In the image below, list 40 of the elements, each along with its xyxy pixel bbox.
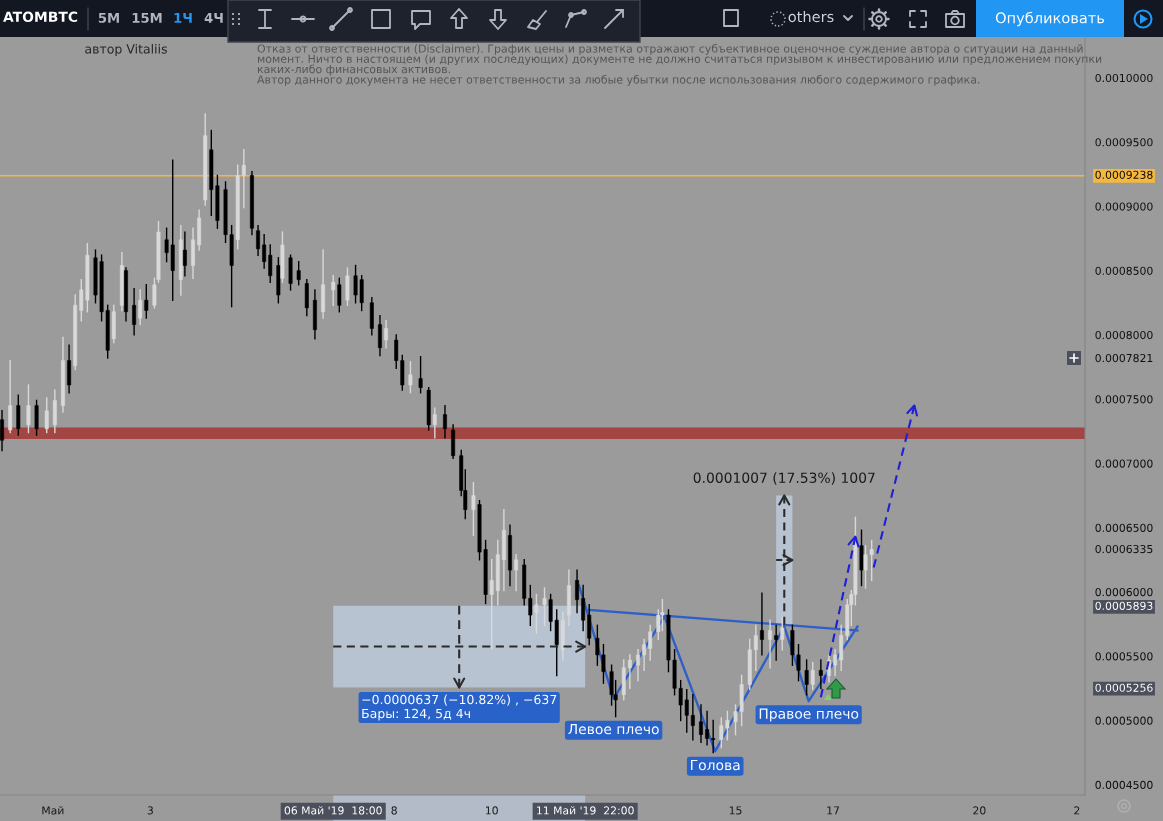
y-tick-label: 0.0007000 — [1095, 459, 1153, 468]
y-tick-label: 0.0008500 — [1095, 266, 1153, 275]
y-tick-label: 0.0009500 — [1095, 138, 1153, 147]
y-tick-label: 0.0004500 — [1095, 780, 1153, 789]
text: 4Ч — [204, 13, 223, 23]
text: 1Ч — [174, 13, 192, 23]
x-tick-label: 10 — [486, 806, 498, 815]
y-tick-label: 0.0005500 — [1095, 652, 1153, 661]
y-tick-label: 0.0005256 — [1095, 683, 1153, 692]
y-tick-label: 0.0007500 — [1095, 395, 1153, 404]
x-tick-label: 06 Май '19 18:00 — [284, 806, 382, 815]
annotation: Левое плечо — [568, 723, 659, 735]
y-tick-label: 0.0006500 — [1095, 523, 1153, 532]
y-tick-label: 0.0009000 — [1095, 202, 1153, 211]
text: 15M — [132, 13, 162, 23]
x-tick-label: Май — [42, 806, 64, 815]
ref-line-label: 0.0009238 — [1095, 170, 1153, 179]
annotation: 0.0001007 (17.53%) 1007 — [693, 472, 875, 485]
annotation: Правое плечо — [759, 708, 859, 722]
y-tick-label: 0.0010000 — [1095, 73, 1153, 83]
x-tick-label: 11 Май '19 22:00 — [537, 806, 634, 815]
annotation: −0.0000637 (−10.82%) , −637 Бары: 124, 5д 4ч — [362, 694, 557, 721]
y-tick-label: 0.0005893 — [1095, 601, 1153, 610]
x-tick-label: 17 — [827, 806, 840, 815]
x-tick-label: 20 — [973, 806, 986, 815]
text: Опубликовать — [995, 11, 1105, 27]
y-tick-label: 0.0007821 — [1095, 353, 1153, 363]
annotation: Голова — [691, 759, 740, 771]
chart-subtitle: автор Vitaliis — [85, 43, 167, 57]
x-tick-label: 8 — [391, 806, 397, 815]
y-tick-label: 0.0005000 — [1095, 716, 1153, 725]
x-tick-label: 2 — [1074, 806, 1080, 815]
chart-title: ATOMBTC — [3, 11, 78, 23]
y-tick-label: 0.0006000 — [1095, 588, 1153, 597]
text: 5M — [98, 13, 119, 23]
x-tick-label: 3 — [147, 806, 153, 815]
text: others — [788, 10, 834, 23]
y-tick-label: 0.0006335 — [1095, 544, 1153, 554]
x-tick-label: 15 — [729, 806, 742, 815]
y-tick-label: 0.0008000 — [1095, 330, 1153, 340]
